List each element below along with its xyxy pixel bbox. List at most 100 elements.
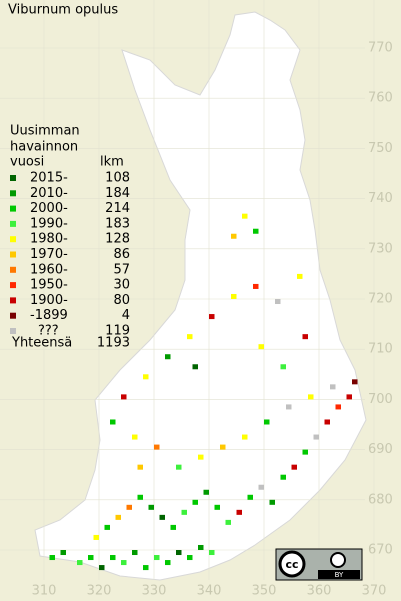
y-tick-label: 720 bbox=[368, 292, 393, 307]
legend-count: 80 bbox=[113, 293, 130, 308]
observation-cell bbox=[280, 474, 286, 480]
observation-cell bbox=[137, 494, 143, 500]
by-icon bbox=[330, 552, 346, 568]
observation-cell bbox=[242, 213, 248, 219]
legend-swatch bbox=[10, 190, 16, 197]
observation-cell bbox=[165, 560, 171, 566]
y-tick-label: 740 bbox=[368, 191, 393, 206]
observation-cell bbox=[115, 514, 121, 520]
observation-cell bbox=[275, 299, 281, 305]
legend-count: 184 bbox=[105, 186, 130, 201]
observation-cell bbox=[121, 560, 127, 566]
legend-swatch bbox=[10, 220, 16, 227]
observation-cell bbox=[352, 379, 358, 385]
observation-cell bbox=[192, 499, 198, 505]
observation-cell bbox=[242, 434, 248, 440]
observation-cell bbox=[302, 334, 308, 340]
x-tick-label: 360 bbox=[307, 584, 332, 599]
observation-cell bbox=[88, 555, 94, 561]
observation-cells bbox=[49, 213, 358, 571]
observation-cell bbox=[346, 394, 352, 400]
y-tick-label: 710 bbox=[368, 342, 393, 357]
x-tick-label: 350 bbox=[252, 584, 277, 599]
observation-cell bbox=[192, 364, 198, 370]
observation-cell bbox=[330, 384, 336, 390]
legend-label: 1900- bbox=[30, 293, 68, 308]
observation-cell bbox=[159, 514, 165, 520]
by-text: BY bbox=[335, 571, 344, 579]
observation-cell bbox=[324, 419, 330, 425]
observation-cell bbox=[165, 354, 171, 360]
observation-cell bbox=[176, 550, 182, 556]
observation-cell bbox=[181, 509, 187, 515]
legend-label: 2000- bbox=[30, 201, 68, 216]
observation-cell bbox=[247, 494, 253, 500]
observation-cell bbox=[154, 444, 160, 450]
y-tick-label: 730 bbox=[368, 241, 393, 256]
x-tick-label: 330 bbox=[142, 584, 167, 599]
legend-label: ??? bbox=[38, 324, 59, 339]
observation-cell bbox=[126, 504, 132, 510]
observation-cell bbox=[231, 293, 237, 299]
observation-cell bbox=[93, 534, 99, 540]
observation-cell bbox=[286, 404, 292, 410]
observation-cell bbox=[258, 484, 264, 490]
legend-label: 1970- bbox=[30, 247, 68, 262]
observation-cell bbox=[209, 550, 215, 556]
observation-cell bbox=[143, 374, 149, 380]
legend-header: Uusimman bbox=[10, 124, 80, 139]
observation-cell bbox=[214, 504, 220, 510]
observation-cell bbox=[313, 434, 319, 440]
observation-cell bbox=[220, 444, 226, 450]
observation-cell bbox=[110, 555, 116, 561]
legend-header: havainnon bbox=[10, 140, 78, 155]
legend-count: 4 bbox=[122, 308, 130, 323]
observation-cell bbox=[264, 419, 270, 425]
x-tick-label: 320 bbox=[87, 584, 112, 599]
legend-swatch bbox=[10, 297, 16, 304]
observation-cell bbox=[187, 334, 193, 340]
x-tick-label: 340 bbox=[197, 584, 222, 599]
observation-cell bbox=[253, 283, 259, 289]
legend-swatch bbox=[10, 312, 16, 319]
legend-count: 108 bbox=[105, 171, 130, 186]
observation-cell bbox=[198, 454, 204, 460]
license-badge: cc BY bbox=[275, 548, 363, 581]
observation-cell bbox=[297, 273, 303, 279]
observation-cell bbox=[176, 464, 182, 470]
observation-cell bbox=[60, 550, 66, 556]
y-tick-label: 670 bbox=[368, 543, 393, 558]
legend-count: 30 bbox=[113, 278, 130, 293]
legend-label: 2010- bbox=[30, 186, 68, 201]
observation-cell bbox=[137, 464, 143, 470]
observation-cell bbox=[132, 550, 138, 556]
legend-swatch bbox=[10, 282, 16, 289]
observation-cell bbox=[170, 524, 176, 530]
observation-cell bbox=[110, 419, 116, 425]
legend-count-header: lkm bbox=[100, 155, 124, 170]
observation-cell bbox=[154, 555, 160, 561]
observation-cell bbox=[258, 344, 264, 350]
observation-cell bbox=[49, 555, 55, 561]
legend-swatch bbox=[10, 175, 16, 181]
observation-cell bbox=[269, 499, 275, 505]
observation-cell bbox=[291, 464, 297, 470]
observation-cell bbox=[236, 509, 242, 515]
y-tick-label: 690 bbox=[368, 442, 393, 457]
badge-strip bbox=[318, 570, 360, 579]
legend-label: -1899 bbox=[30, 308, 68, 323]
y-tick-label: 750 bbox=[368, 141, 393, 156]
observation-cell bbox=[132, 434, 138, 440]
y-tick-label: 680 bbox=[368, 492, 393, 507]
y-tick-label: 760 bbox=[368, 91, 393, 106]
observation-cell bbox=[209, 314, 215, 320]
legend-total: 1193 bbox=[97, 336, 130, 351]
x-tick-label: 310 bbox=[32, 584, 57, 599]
legend-count: 214 bbox=[105, 201, 130, 216]
observation-cell bbox=[308, 394, 314, 400]
observation-cell bbox=[77, 560, 83, 566]
legend-label: 1980- bbox=[30, 232, 68, 247]
observation-cell bbox=[231, 233, 237, 239]
legend-swatch bbox=[10, 328, 16, 334]
legend-swatch bbox=[10, 236, 16, 243]
